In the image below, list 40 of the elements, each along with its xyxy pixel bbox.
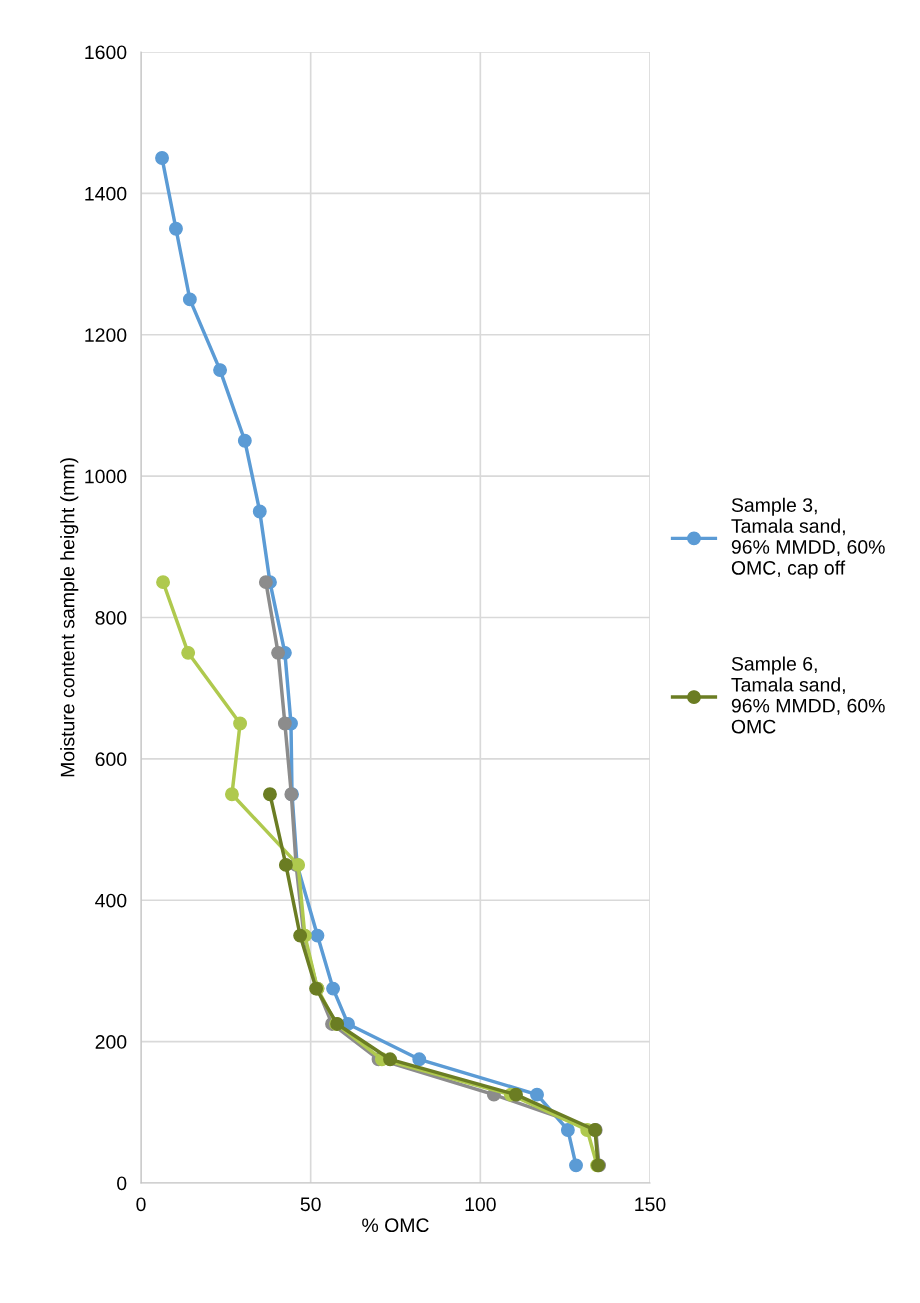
x-tick-label: 150: [635, 1197, 666, 1212]
point: [277, 716, 292, 731]
y-tick-label: 1400: [85, 186, 127, 201]
point: [271, 645, 286, 660]
point: [181, 645, 196, 660]
point: [412, 1052, 427, 1067]
legend-label: Sample 3, Tamala sand, 96% MMDD, 60% OMC, cap off: [731, 497, 885, 579]
y-tick-label: 600: [95, 752, 127, 767]
y-tick-label: 1600: [85, 45, 127, 60]
point: [213, 363, 228, 378]
y-tick-label: 800: [95, 610, 127, 625]
point: [310, 928, 325, 943]
y-tick-label: 400: [95, 893, 127, 908]
point: [252, 504, 267, 519]
x-tick-label: 50: [300, 1197, 321, 1212]
point: [569, 1158, 583, 1173]
point: [530, 1087, 544, 1102]
point: [258, 575, 273, 590]
y-tick-label: 200: [95, 1035, 127, 1049]
legend-label: Sample 6, Tamala sand, 96% MMDD, 60% OMC: [731, 656, 885, 734]
y-axis-title: Moisture content sample height (mm): [60, 458, 79, 777]
point: [182, 292, 197, 307]
y-tick-label: 0: [117, 1176, 127, 1191]
point: [155, 151, 169, 165]
y-tick-label: 1200: [85, 328, 127, 342]
point: [233, 716, 248, 731]
point: [263, 787, 277, 802]
point: [560, 1123, 575, 1137]
x-tick-label: 0: [136, 1197, 146, 1212]
point: [169, 221, 183, 236]
x-axis-title: % OMC: [362, 1218, 429, 1233]
x-tick-label: 100: [465, 1197, 496, 1212]
point: [237, 433, 252, 448]
point: [509, 1087, 523, 1102]
y-tick-label: 1000: [85, 469, 127, 484]
point: [326, 981, 341, 996]
point: [278, 857, 293, 872]
point: [383, 1052, 398, 1067]
point: [224, 787, 239, 802]
point: [156, 575, 171, 590]
